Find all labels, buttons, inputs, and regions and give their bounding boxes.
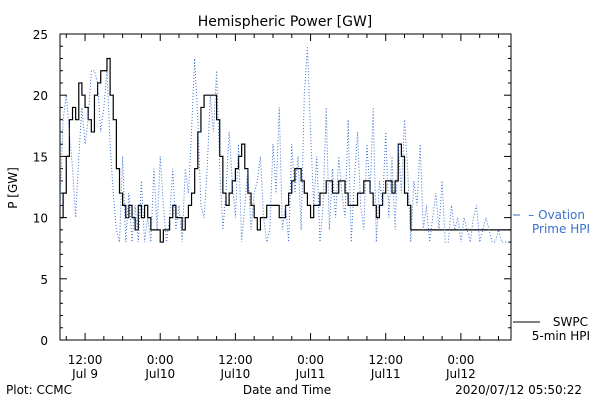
x-tick-date-label: Jul10 bbox=[220, 367, 251, 381]
legend-swpc-label: SWPC bbox=[553, 315, 588, 329]
series-line-swpc bbox=[60, 57, 511, 243]
x-tick-time-label: 0:00 bbox=[147, 353, 174, 367]
y-tick-label: 20 bbox=[33, 89, 48, 103]
x-axis-label: Date and Time bbox=[243, 383, 331, 397]
x-tick-time-label: 0:00 bbox=[447, 353, 474, 367]
y-tick-label: 25 bbox=[33, 28, 48, 42]
chart-title: Hemispheric Power [GW] bbox=[198, 14, 373, 30]
y-tick-label: 10 bbox=[33, 212, 48, 226]
x-tick-time-label: 0:00 bbox=[297, 353, 324, 367]
y-tick-label: 0 bbox=[40, 334, 48, 348]
y-tick-label: 5 bbox=[40, 273, 48, 287]
legend-ovation-label-line2: Prime HPI bbox=[532, 222, 590, 236]
plot-credit: Plot: CCMC bbox=[6, 383, 72, 397]
x-tick-date-label: Jul10 bbox=[144, 367, 175, 381]
plot-frame bbox=[59, 33, 512, 341]
y-axis-label: P [GW] bbox=[6, 167, 20, 209]
timestamp: 2020/07/12 05:50:22 bbox=[455, 383, 582, 397]
x-tick-time-label: 12:00 bbox=[68, 353, 103, 367]
x-tick-date-label: Jul11 bbox=[370, 367, 401, 381]
y-tick-label: 15 bbox=[33, 150, 48, 164]
series-line-ovation bbox=[59, 46, 511, 243]
x-tick-time-label: 12:00 bbox=[218, 353, 253, 367]
legend-ovation-label: – Ovation bbox=[528, 208, 585, 222]
legend-swpc-label-line2: 5-min HPI bbox=[532, 329, 590, 343]
x-tick-time-label: 12:00 bbox=[368, 353, 403, 367]
x-tick-date-label: Jul12 bbox=[445, 367, 476, 381]
x-tick-date-label: Jul 9 bbox=[71, 367, 98, 381]
x-tick-date-label: Jul11 bbox=[295, 367, 326, 381]
